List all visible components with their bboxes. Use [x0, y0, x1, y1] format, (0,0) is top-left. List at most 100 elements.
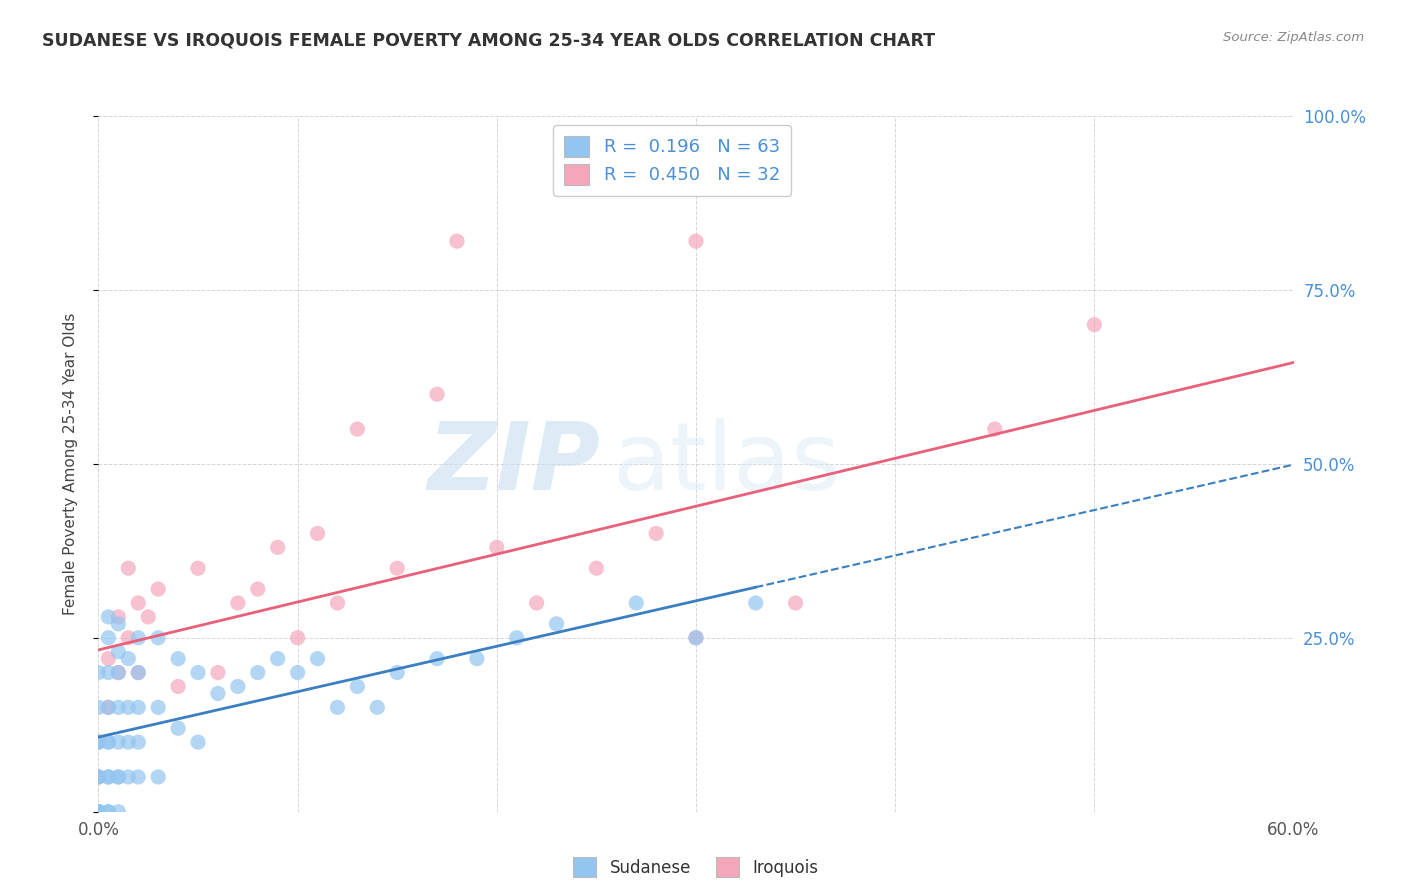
Point	[685, 631, 707, 645]
Point	[346, 680, 368, 694]
Point	[87, 805, 110, 819]
Point	[97, 610, 120, 624]
Point	[107, 770, 129, 784]
Point	[117, 631, 139, 645]
Y-axis label: Female Poverty Among 25-34 Year Olds: Female Poverty Among 25-34 Year Olds	[63, 313, 77, 615]
Point	[785, 596, 807, 610]
Point	[97, 770, 120, 784]
Point	[127, 665, 149, 680]
Point	[87, 805, 110, 819]
Point	[246, 582, 269, 596]
Point	[226, 680, 249, 694]
Point	[107, 665, 129, 680]
Point	[97, 770, 120, 784]
Point	[326, 596, 349, 610]
Point	[107, 665, 129, 680]
Point	[107, 616, 129, 631]
Point	[107, 645, 129, 659]
Point	[685, 631, 707, 645]
Point	[127, 665, 149, 680]
Point	[97, 735, 120, 749]
Point	[97, 805, 120, 819]
Point	[546, 616, 568, 631]
Point	[117, 561, 139, 575]
Point	[148, 700, 170, 714]
Point	[346, 422, 368, 436]
Point	[246, 665, 269, 680]
Point	[207, 665, 229, 680]
Point	[267, 651, 290, 665]
Point	[446, 234, 468, 248]
Point	[465, 651, 488, 665]
Point	[645, 526, 668, 541]
Point	[148, 582, 170, 596]
Point	[97, 700, 120, 714]
Point	[148, 770, 170, 784]
Point	[87, 805, 110, 819]
Point	[117, 700, 139, 714]
Point	[107, 770, 129, 784]
Point	[127, 770, 149, 784]
Point	[207, 686, 229, 700]
Point	[117, 735, 139, 749]
Point	[984, 422, 1007, 436]
Point	[87, 735, 110, 749]
Point	[127, 631, 149, 645]
Point	[87, 805, 110, 819]
Point	[97, 700, 120, 714]
Point	[107, 805, 129, 819]
Point	[127, 596, 149, 610]
Point	[187, 665, 209, 680]
Point	[307, 651, 329, 665]
Point	[107, 735, 129, 749]
Point	[426, 387, 449, 401]
Point	[167, 680, 190, 694]
Point	[385, 561, 409, 575]
Point	[117, 770, 139, 784]
Point	[87, 770, 110, 784]
Point	[87, 805, 110, 819]
Point	[187, 735, 209, 749]
Point	[287, 665, 309, 680]
Point	[307, 526, 329, 541]
Text: SUDANESE VS IROQUOIS FEMALE POVERTY AMONG 25-34 YEAR OLDS CORRELATION CHART: SUDANESE VS IROQUOIS FEMALE POVERTY AMON…	[42, 31, 935, 49]
Point	[685, 234, 707, 248]
Point	[97, 665, 120, 680]
Point	[287, 631, 309, 645]
Point	[745, 596, 768, 610]
Point	[87, 805, 110, 819]
Point	[136, 610, 159, 624]
Point	[187, 561, 209, 575]
Point	[167, 651, 190, 665]
Legend: Sudanese, Iroquois: Sudanese, Iroquois	[567, 851, 825, 883]
Point	[485, 541, 508, 555]
Point	[506, 631, 529, 645]
Point	[127, 735, 149, 749]
Point	[107, 700, 129, 714]
Point	[97, 651, 120, 665]
Point	[87, 770, 110, 784]
Text: Source: ZipAtlas.com: Source: ZipAtlas.com	[1223, 31, 1364, 45]
Point	[385, 665, 409, 680]
Point	[585, 561, 607, 575]
Point	[127, 700, 149, 714]
Point	[1083, 318, 1105, 332]
Point	[267, 541, 290, 555]
Point	[87, 665, 110, 680]
Text: atlas: atlas	[613, 417, 841, 510]
Point	[87, 700, 110, 714]
Text: ZIP: ZIP	[427, 417, 600, 510]
Point	[626, 596, 648, 610]
Point	[107, 610, 129, 624]
Point	[87, 735, 110, 749]
Point	[117, 651, 139, 665]
Point	[426, 651, 449, 665]
Point	[97, 805, 120, 819]
Point	[87, 770, 110, 784]
Point	[167, 721, 190, 735]
Point	[97, 735, 120, 749]
Point	[148, 631, 170, 645]
Point	[326, 700, 349, 714]
Point	[226, 596, 249, 610]
Point	[526, 596, 548, 610]
